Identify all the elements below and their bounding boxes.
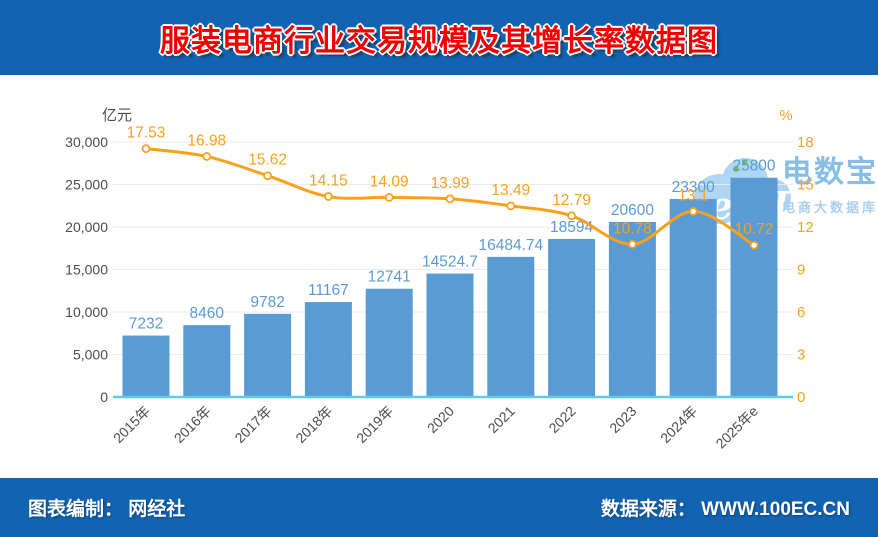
line-value-label: 16.98 <box>187 132 226 149</box>
line-marker <box>445 194 455 204</box>
line-marker <box>384 192 394 202</box>
line-marker <box>202 152 212 161</box>
footer-credit: 图表编制： 网经社 <box>28 499 186 520</box>
bar-value-label: 11167 <box>308 282 349 299</box>
bar-2023 <box>608 221 656 397</box>
right-axis-tick: 3 <box>797 347 805 364</box>
x-axis-label: 2018年 <box>292 403 335 446</box>
watermark-brand: 电数宝 <box>782 156 878 189</box>
bar-value-label: 18594 <box>550 219 593 236</box>
x-axis-label: 2017年 <box>231 403 274 446</box>
bar-value-label: 8460 <box>190 305 225 322</box>
line-value-label: 10.78 <box>613 220 652 237</box>
line-value-label: 14.09 <box>370 173 409 190</box>
line-value-label: 12.79 <box>552 192 591 209</box>
left-axis-tick: 30,000 <box>65 134 108 150</box>
bar-2016年 <box>183 325 231 397</box>
right-axis-tick: 15 <box>797 177 814 194</box>
bar-2019年 <box>365 288 413 397</box>
line-marker <box>141 144 151 154</box>
right-axis-unit: % <box>779 107 792 124</box>
page-title: 服装电商行业交易规模及其增长率数据图 <box>160 24 718 58</box>
left-axis-tick: 0 <box>100 389 108 405</box>
bar-2015年 <box>122 335 170 397</box>
left-axis-unit: 亿元 <box>102 107 132 124</box>
line-marker <box>506 201 516 211</box>
line-value-label: 13.99 <box>431 175 470 192</box>
bar-value-label: 16484.74 <box>478 237 543 254</box>
bar-2018年 <box>304 302 352 397</box>
line-marker <box>263 171 273 181</box>
line-value-label: 13.49 <box>491 182 530 199</box>
bar-value-label: 9782 <box>250 294 284 311</box>
right-axis-tick: 12 <box>797 219 814 236</box>
x-axis-label: 2021 <box>485 403 518 436</box>
watermark-tagline: 电商大数据库 <box>782 200 878 215</box>
x-axis-label: 2019年 <box>353 403 396 446</box>
bar-2024年 <box>669 198 717 397</box>
bar-value-label: 23300 <box>672 179 715 196</box>
line-marker <box>688 207 698 216</box>
line-value-label: 14.15 <box>309 173 348 190</box>
line-value-label: 15.62 <box>248 152 287 169</box>
bar-2020 <box>426 273 474 397</box>
left-axis-tick: 25,000 <box>65 177 108 193</box>
footer-source: 数据来源： WWW.100EC.CN <box>600 499 850 520</box>
bar-2022 <box>548 238 596 397</box>
header-bar: 服装电商行业交易规模及其增长率数据图 <box>0 0 878 75</box>
bar-value-label: 25800 <box>732 158 775 175</box>
chart-area: eDT 电数宝 电商大数据库 7232846097821116712741145… <box>0 75 878 478</box>
left-axis-tick: 15,000 <box>65 262 108 278</box>
bar-2021 <box>487 256 535 397</box>
bar-2017年 <box>244 313 292 397</box>
right-axis-tick: 18 <box>797 134 814 151</box>
line-value-label: 17.53 <box>127 125 166 142</box>
line-value-label: 10.72 <box>735 221 774 238</box>
line-marker <box>567 211 576 221</box>
bar-value-label: 7232 <box>129 316 163 333</box>
left-axis-tick: 10,000 <box>65 304 108 320</box>
bar-2025年e <box>730 177 778 397</box>
right-axis-tick: 6 <box>797 304 805 321</box>
x-axis-label: 2015年 <box>110 403 153 446</box>
bar-value-label: 12741 <box>368 269 411 286</box>
left-axis-tick: 5,000 <box>73 347 108 363</box>
x-axis-label: 2016年 <box>171 403 214 446</box>
line-value-label: 13.1 <box>678 187 708 204</box>
x-axis-label: 2020 <box>424 403 457 436</box>
line-marker <box>628 239 637 249</box>
left-axis-tick: 20,000 <box>65 219 108 235</box>
x-axis-label: 2024年 <box>657 403 700 446</box>
line-marker <box>323 192 333 201</box>
footer-bar: 图表编制： 网经社 数据来源： WWW.100EC.CN <box>0 478 878 537</box>
line-marker <box>749 240 759 250</box>
combo-chart: 723284609782111671274114524.716484.74185… <box>65 107 814 452</box>
x-axis-label: 2022 <box>545 403 578 436</box>
bar-value-label: 20600 <box>611 202 654 219</box>
x-axis-label: 2025年e <box>712 403 761 452</box>
right-axis-tick: 0 <box>797 389 805 406</box>
right-axis-tick: 9 <box>797 262 805 279</box>
x-axis-label: 2023 <box>606 403 639 436</box>
bar-value-label: 14524.7 <box>422 254 478 271</box>
